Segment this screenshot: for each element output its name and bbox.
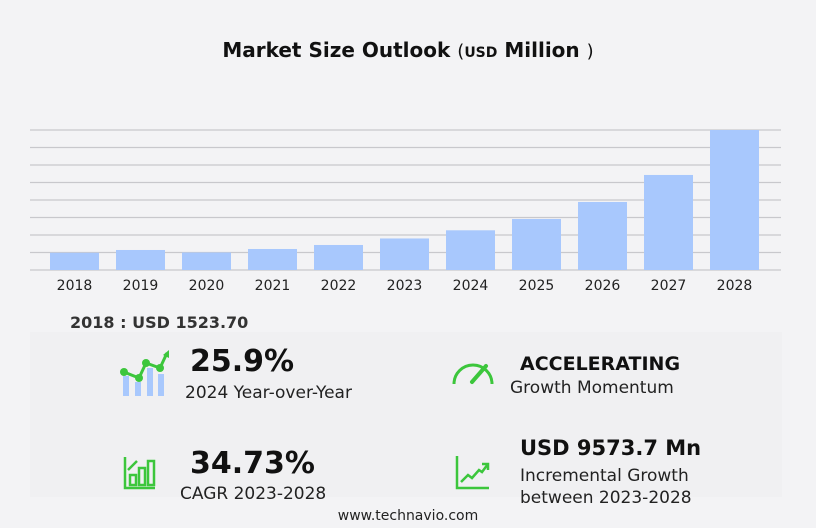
x-tick-label: 2023 — [387, 278, 423, 294]
bar-2027 — [644, 174, 693, 270]
footer-url: www.technavio.com — [337, 508, 479, 524]
chart-title: Market Size Outlook (USD Million ) — [222, 38, 594, 62]
bar-2018 — [50, 252, 99, 270]
cagr-value: 34.73% — [190, 446, 315, 481]
incremental-label-1: Incremental Growth — [520, 466, 689, 486]
stats-panel — [30, 332, 782, 497]
bar-2025 — [512, 218, 561, 270]
bar-2022 — [314, 244, 363, 270]
speedometer-icon — [452, 363, 494, 385]
yoy-label: 2024 Year-over-Year — [185, 383, 352, 403]
x-tick-label: 2028 — [717, 278, 753, 294]
x-tick-label: 2027 — [651, 278, 687, 294]
x-tick-label: 2020 — [189, 278, 225, 294]
incremental-label-2: between 2023-2028 — [520, 488, 692, 508]
momentum-value: ACCELERATING — [520, 353, 681, 375]
line-growth-icon — [455, 456, 490, 490]
bar-2023 — [380, 238, 429, 270]
incremental-value: USD 9573.7 Mn — [520, 436, 702, 460]
cagr-label: CAGR 2023-2028 — [180, 484, 327, 504]
bar-2026 — [578, 201, 627, 270]
yoy-value: 25.9% — [190, 344, 295, 379]
x-tick-label: 2019 — [123, 278, 159, 294]
chart-trend-icon — [120, 350, 169, 396]
bar-chart: 2018 2019 2020 2021 2022 2023 2024 2025 2026 2027… — [30, 129, 781, 294]
base-year-value: 2018 : USD 1523.70 — [70, 313, 249, 332]
x-tick-label: 2021 — [255, 278, 291, 294]
bar-2021 — [248, 248, 297, 270]
bar-2020 — [182, 252, 231, 270]
momentum-label: Growth Momentum — [510, 378, 674, 398]
x-tick-label: 2026 — [585, 278, 621, 294]
bar-2028 — [710, 130, 759, 270]
x-tick-label: 2022 — [321, 278, 357, 294]
x-tick-label: 2025 — [519, 278, 555, 294]
x-tick-label: 2018 — [57, 278, 93, 294]
bar-2024 — [446, 230, 495, 270]
bar-growth-icon — [123, 457, 156, 490]
x-tick-label: 2024 — [453, 278, 489, 294]
bar-2019 — [116, 249, 165, 270]
